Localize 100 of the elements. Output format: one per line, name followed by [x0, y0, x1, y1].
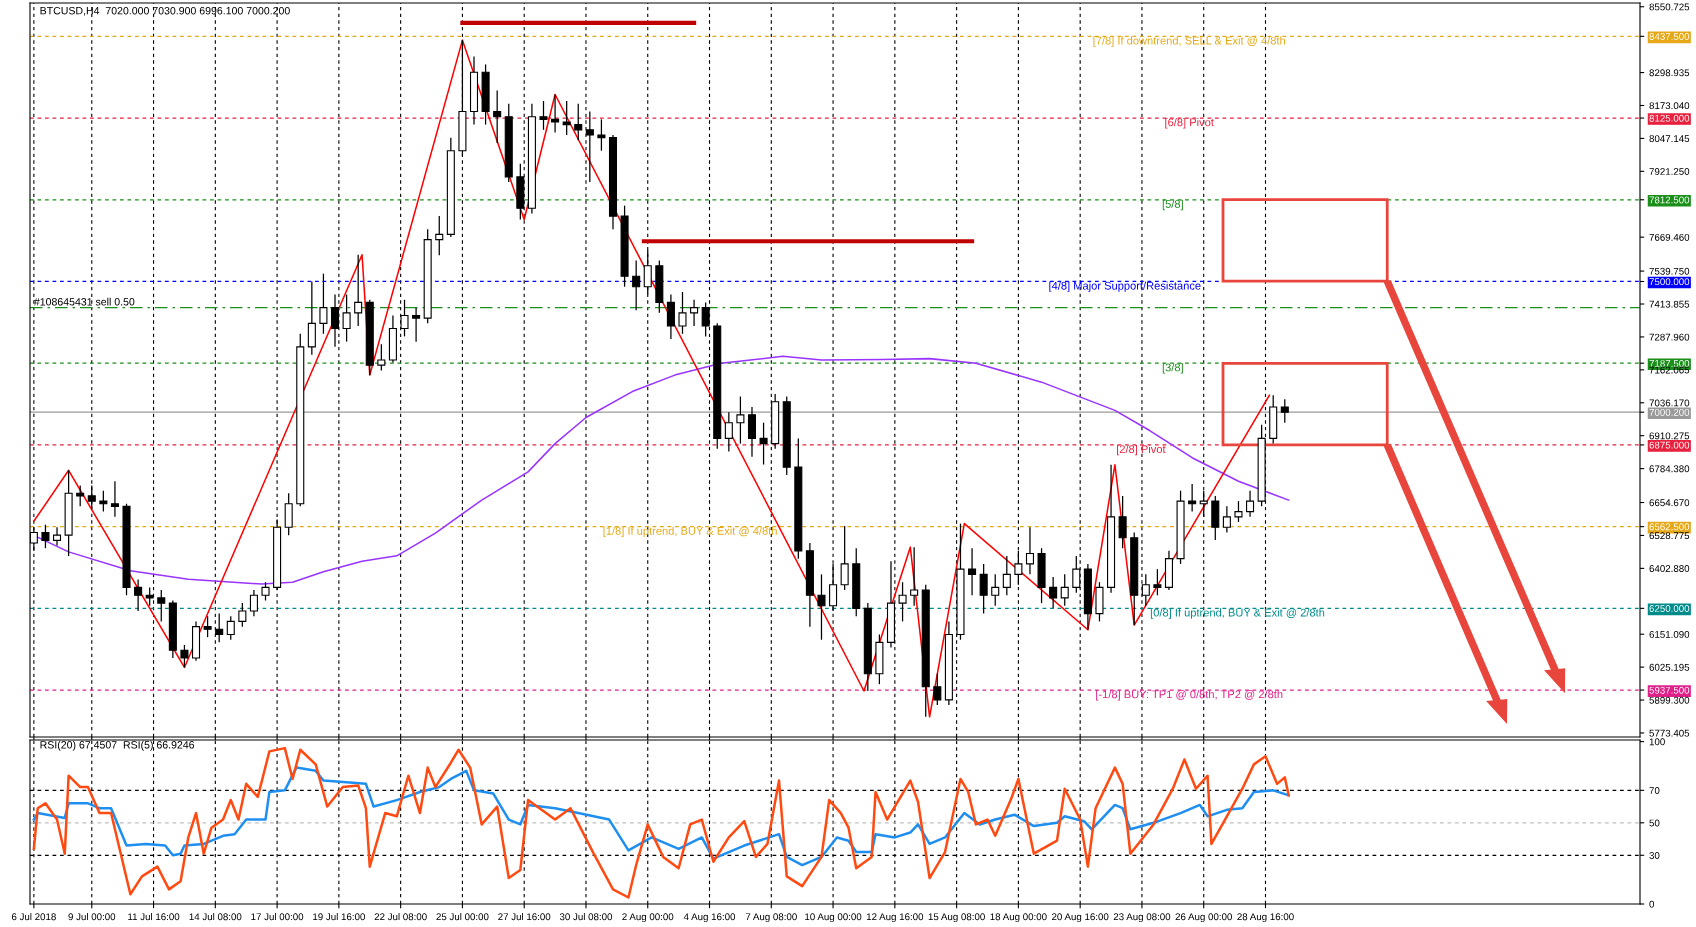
- candlestick: [724, 411, 733, 453]
- y-tick-label: 7539.750: [1649, 267, 1690, 275]
- candlestick: [817, 573, 826, 641]
- y-tick-label: 5773.405: [1649, 729, 1690, 737]
- ref-line-label: [4/8] Major Support/Resistance: [1049, 281, 1201, 292]
- candlestick: [991, 573, 1000, 607]
- candlestick: [1234, 500, 1243, 523]
- annotation: [5/8]: [1162, 199, 1183, 211]
- candlestick: [562, 100, 571, 136]
- y-tick-label: 6402.880: [1649, 565, 1690, 572]
- candlestick: [157, 589, 166, 623]
- candlestick: [249, 589, 258, 617]
- candlestick: [435, 215, 444, 256]
- candlestick: [354, 254, 363, 327]
- y-tick-label: 50: [1649, 819, 1660, 827]
- y-tick-label: 8047.145: [1649, 135, 1690, 143]
- y-tick-label: 6875.000: [1649, 441, 1690, 449]
- y-tick-label: 0: [1649, 900, 1655, 908]
- x-tick-label: 10 Aug 00:00: [805, 913, 862, 923]
- candlestick: [110, 480, 119, 518]
- y-tick-label: 8125.000: [1649, 114, 1690, 122]
- candlestick: [747, 406, 757, 458]
- candlestick: [632, 259, 641, 311]
- candlestick: [933, 673, 942, 706]
- candlestick: [910, 546, 919, 607]
- candlestick: [87, 484, 96, 510]
- x-tick-label: 20 Aug 16:00: [1052, 913, 1109, 923]
- y-tick-label: 7162.065: [1649, 366, 1690, 374]
- x-tick-label: 15 Aug 08:00: [928, 913, 985, 923]
- x-tick-label: 18 Aug 00:00: [990, 913, 1047, 923]
- x-tick-label: 6 Jul 2018: [11, 913, 56, 921]
- candlestick: [1025, 526, 1035, 575]
- y-tick-label: 7413.855: [1649, 300, 1690, 308]
- candlestick: [690, 299, 699, 327]
- candlestick: [666, 293, 675, 340]
- candlestick: [1060, 573, 1069, 607]
- y-tick-label: 100: [1649, 738, 1665, 746]
- candlestick: [1222, 505, 1231, 534]
- y-tick-label: 7500.000: [1649, 278, 1690, 286]
- candlestick: [1049, 576, 1058, 609]
- candlestick: [551, 93, 560, 134]
- y-tick-label: 8437.500: [1649, 33, 1690, 40]
- candlestick: [76, 484, 85, 507]
- x-tick-label: 27 Jul 16:00: [498, 913, 551, 921]
- ref-line-label: [2/8] Pivot: [1116, 444, 1166, 456]
- candlestick: [412, 307, 421, 343]
- x-tick-label: 19 Jul 16:00: [313, 913, 365, 921]
- candlestick: [539, 100, 548, 131]
- candlestick: [1118, 495, 1127, 549]
- candlestick: [643, 249, 652, 296]
- x-tick-label: 26 Aug 00:00: [1175, 913, 1232, 923]
- y-tick-label: 6250.000: [1649, 605, 1690, 612]
- y-tick-label: 7669.460: [1649, 233, 1690, 241]
- candlestick: [1188, 483, 1197, 513]
- x-tick-label: 11 Jul 16:00: [128, 913, 180, 921]
- y-tick-label: 30: [1649, 852, 1660, 859]
- x-tick-label: 25 Jul 00:00: [436, 913, 489, 921]
- y-tick-label: 5937.500: [1649, 686, 1690, 694]
- x-tick-label: 7 Aug 08:00: [745, 913, 797, 923]
- y-tick-label: 8550.725: [1649, 3, 1690, 11]
- candlestick: [284, 492, 293, 536]
- x-tick-label: 2 Aug 00:00: [622, 913, 674, 923]
- candlestick: [1153, 568, 1162, 596]
- ref-line-label: [6/8] Pivot: [1165, 118, 1214, 129]
- candlestick: [203, 615, 212, 638]
- y-tick-label: 7287.960: [1649, 333, 1690, 341]
- candlestick: [968, 547, 977, 596]
- x-tick-label: 30 Jul 08:00: [559, 913, 613, 921]
- ref-line-label: [-1/8] BUY: TP1 @ 0/8th, TP2 @ 2/8th: [1096, 690, 1283, 701]
- y-tick-label: 6528.775: [1649, 532, 1690, 540]
- candlestick: [898, 581, 907, 623]
- y-tick-label: 7000.200: [1649, 408, 1690, 416]
- candlestick: [493, 89, 502, 144]
- candlestick: [342, 293, 351, 343]
- x-tick-label: 9 Jul 00:00: [68, 913, 116, 921]
- y-tick-label: 7036.170: [1649, 399, 1690, 407]
- ref-line-label: [1/8] If uptrend, BUY & Exit @ 4/8th: [603, 526, 777, 537]
- candlestick: [678, 291, 687, 335]
- annotation: [3/8]: [1162, 363, 1183, 374]
- y-tick-label: 6151.090: [1649, 630, 1690, 638]
- x-tick-label: 12 Aug 16:00: [866, 913, 924, 923]
- candlestick: [597, 118, 606, 152]
- x-tick-label: 14 Jul 08:00: [189, 913, 242, 921]
- candlestick: [1002, 555, 1011, 596]
- y-tick-label: 6562.500: [1649, 523, 1690, 531]
- candlestick: [840, 525, 849, 591]
- candlestick: [52, 526, 62, 547]
- y-tick-label: 8298.935: [1649, 69, 1690, 77]
- x-tick-label: 4 Aug 16:00: [683, 913, 736, 923]
- candlestick: [574, 103, 583, 141]
- y-tick-label: 5899.300: [1649, 696, 1690, 704]
- candlestick: [377, 343, 386, 372]
- x-tick-label: 28 Aug 16:00: [1237, 913, 1294, 923]
- candlestick: [979, 563, 988, 615]
- candlestick: [1246, 490, 1255, 518]
- candlestick: [180, 644, 189, 669]
- candlestick: [759, 422, 768, 466]
- candlestick: [736, 395, 745, 445]
- x-tick-label: 22 Jul 08:00: [374, 913, 427, 921]
- chart-title: BTCUSD,H4 7020.000 7030.900 6996.100 7000.200: [40, 6, 290, 16]
